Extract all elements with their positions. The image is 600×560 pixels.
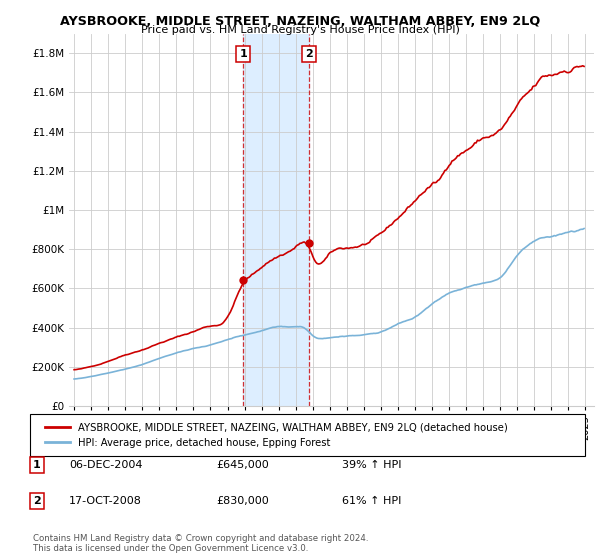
Bar	[243, 34, 309, 406]
Text: 61% ↑ HPI: 61% ↑ HPI	[342, 496, 401, 506]
Text: 2: 2	[33, 496, 41, 506]
Text: £645,000: £645,000	[216, 460, 269, 470]
Text: 1: 1	[33, 460, 41, 470]
Text: 06-DEC-2004: 06-DEC-2004	[69, 460, 143, 470]
Text: 2: 2	[305, 49, 313, 59]
Legend: AYSBROOKE, MIDDLE STREET, NAZEING, WALTHAM ABBEY, EN9 2LQ (detached house), HPI:: AYSBROOKE, MIDDLE STREET, NAZEING, WALTH…	[41, 419, 511, 452]
Text: Price paid vs. HM Land Registry's House Price Index (HPI): Price paid vs. HM Land Registry's House …	[140, 25, 460, 35]
Text: Contains HM Land Registry data © Crown copyright and database right 2024.
This d: Contains HM Land Registry data © Crown c…	[33, 534, 368, 553]
Text: 1: 1	[239, 49, 247, 59]
Text: 39% ↑ HPI: 39% ↑ HPI	[342, 460, 401, 470]
Text: 17-OCT-2008: 17-OCT-2008	[69, 496, 142, 506]
Text: £830,000: £830,000	[216, 496, 269, 506]
Text: AYSBROOKE, MIDDLE STREET, NAZEING, WALTHAM ABBEY, EN9 2LQ: AYSBROOKE, MIDDLE STREET, NAZEING, WALTH…	[60, 15, 540, 27]
